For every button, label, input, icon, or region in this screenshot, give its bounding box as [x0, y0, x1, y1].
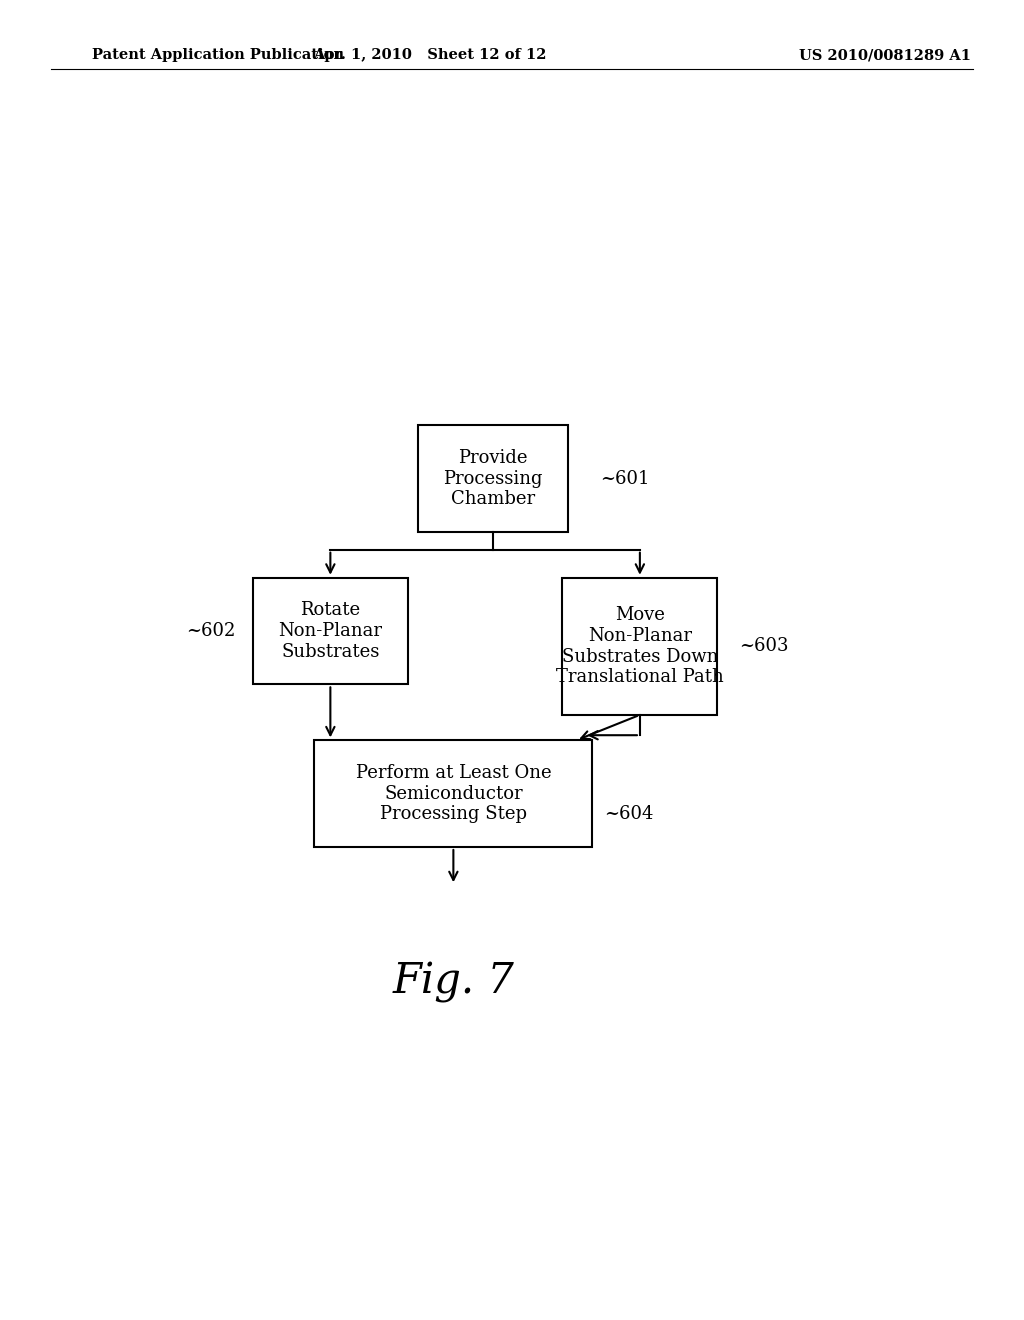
- Text: US 2010/0081289 A1: US 2010/0081289 A1: [799, 49, 971, 62]
- Text: ~604: ~604: [604, 805, 653, 822]
- Text: Perform at Least One
Semiconductor
Processing Step: Perform at Least One Semiconductor Proce…: [355, 764, 551, 824]
- Text: ~602: ~602: [185, 622, 236, 640]
- Text: ~603: ~603: [739, 638, 788, 655]
- Text: Patent Application Publication: Patent Application Publication: [92, 49, 344, 62]
- FancyBboxPatch shape: [418, 425, 568, 532]
- Text: Fig. 7: Fig. 7: [392, 961, 514, 1003]
- Text: Apr. 1, 2010   Sheet 12 of 12: Apr. 1, 2010 Sheet 12 of 12: [313, 49, 547, 62]
- FancyBboxPatch shape: [562, 578, 717, 715]
- FancyBboxPatch shape: [314, 741, 592, 847]
- Text: Rotate
Non-Planar
Substrates: Rotate Non-Planar Substrates: [279, 601, 382, 661]
- Text: Move
Non-Planar
Substrates Down
Translational Path: Move Non-Planar Substrates Down Translat…: [556, 606, 724, 686]
- Text: ~601: ~601: [600, 470, 649, 487]
- Text: Provide
Processing
Chamber: Provide Processing Chamber: [443, 449, 543, 508]
- FancyBboxPatch shape: [253, 578, 408, 684]
